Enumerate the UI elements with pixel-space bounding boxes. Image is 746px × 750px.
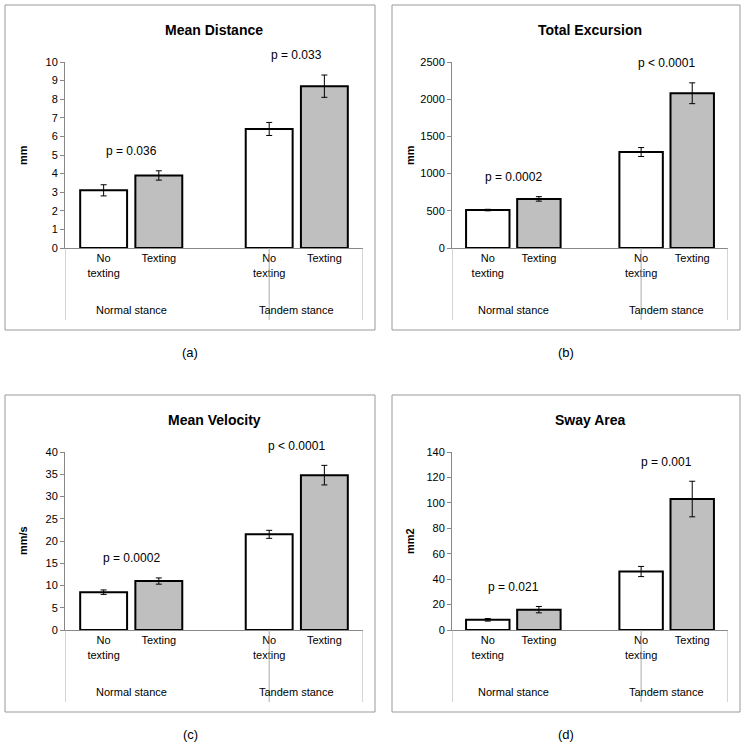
svg-text:7: 7: [52, 112, 58, 124]
svg-text:Mean Velocity: Mean Velocity: [168, 412, 261, 428]
svg-text:0: 0: [439, 624, 445, 636]
svg-text:140: 140: [426, 446, 444, 458]
svg-text:p = 0.0002: p = 0.0002: [485, 170, 542, 184]
svg-text:120: 120: [426, 471, 444, 483]
svg-text:mm2: mm2: [404, 528, 416, 554]
svg-text:Tandem stance: Tandem stance: [259, 304, 334, 316]
svg-text:Total Excursion: Total Excursion: [538, 22, 642, 38]
svg-text:500: 500: [426, 205, 444, 217]
svg-text:Tandem stance: Tandem stance: [629, 686, 704, 698]
svg-text:1000: 1000: [420, 167, 444, 179]
svg-text:p = 0.001: p = 0.001: [641, 455, 692, 469]
svg-text:Notexting: Notexting: [625, 634, 657, 660]
svg-text:Tandem stance: Tandem stance: [629, 304, 704, 316]
svg-text:p < 0.0001: p < 0.0001: [638, 56, 695, 70]
svg-text:1500: 1500: [420, 130, 444, 142]
svg-text:mm: mm: [404, 145, 416, 165]
svg-text:mm/s: mm/s: [17, 526, 29, 555]
svg-text:15: 15: [46, 557, 58, 569]
svg-text:p < 0.0001: p < 0.0001: [268, 439, 325, 453]
svg-text:2: 2: [52, 205, 58, 217]
svg-text:Mean Distance: Mean Distance: [165, 22, 263, 38]
svg-text:Texting: Texting: [675, 634, 710, 646]
svg-text:4: 4: [52, 167, 58, 179]
svg-text:1: 1: [52, 223, 58, 235]
svg-text:Texting: Texting: [141, 634, 176, 646]
svg-text:35: 35: [46, 468, 58, 480]
svg-text:Sway Area: Sway Area: [555, 412, 626, 428]
svg-text:Tandem stance: Tandem stance: [259, 686, 334, 698]
svg-text:5: 5: [52, 149, 58, 161]
svg-text:Notexting: Notexting: [472, 252, 504, 278]
svg-text:20: 20: [433, 598, 445, 610]
svg-text:Normal stance: Normal stance: [478, 686, 549, 698]
svg-text:Notexting: Notexting: [472, 634, 504, 660]
svg-text:Texting: Texting: [521, 252, 556, 264]
svg-text:5: 5: [52, 602, 58, 614]
svg-text:Notexting: Notexting: [625, 252, 657, 278]
svg-text:Notexting: Notexting: [87, 252, 119, 278]
svg-text:Texting: Texting: [141, 252, 176, 264]
svg-text:10: 10: [46, 56, 58, 68]
svg-text:(d): (d): [558, 727, 574, 742]
svg-text:p = 0.0002: p = 0.0002: [103, 551, 160, 565]
svg-text:Texting: Texting: [521, 634, 556, 646]
svg-text:p = 0.036: p = 0.036: [106, 144, 157, 158]
svg-text:p = 0.021: p = 0.021: [488, 580, 539, 594]
svg-text:40: 40: [433, 573, 445, 585]
svg-text:mm: mm: [17, 145, 29, 165]
svg-text:80: 80: [433, 522, 445, 534]
svg-text:30: 30: [46, 490, 58, 502]
svg-text:Texting: Texting: [675, 252, 710, 264]
svg-text:20: 20: [46, 535, 58, 547]
svg-text:Normal stance: Normal stance: [478, 304, 549, 316]
svg-text:2500: 2500: [420, 56, 444, 68]
svg-text:Notexting: Notexting: [253, 634, 285, 660]
svg-text:(a): (a): [182, 345, 198, 360]
svg-text:3: 3: [52, 186, 58, 198]
svg-text:Notexting: Notexting: [253, 252, 285, 278]
svg-text:0: 0: [439, 242, 445, 254]
svg-text:Texting: Texting: [307, 634, 342, 646]
svg-text:40: 40: [46, 446, 58, 458]
svg-text:0: 0: [52, 242, 58, 254]
svg-text:Texting: Texting: [307, 252, 342, 264]
svg-text:8: 8: [52, 93, 58, 105]
svg-text:Normal stance: Normal stance: [96, 304, 167, 316]
svg-text:10: 10: [46, 579, 58, 591]
svg-text:9: 9: [52, 74, 58, 86]
svg-text:2000: 2000: [420, 93, 444, 105]
svg-text:Notexting: Notexting: [87, 634, 119, 660]
svg-text:(b): (b): [558, 345, 574, 360]
svg-text:25: 25: [46, 513, 58, 525]
svg-text:0: 0: [52, 624, 58, 636]
svg-text:100: 100: [426, 497, 444, 509]
svg-text:(c): (c): [183, 727, 198, 742]
svg-text:6: 6: [52, 130, 58, 142]
svg-text:Normal stance: Normal stance: [96, 686, 167, 698]
svg-text:60: 60: [433, 548, 445, 560]
svg-text:p = 0.033: p = 0.033: [271, 48, 322, 62]
